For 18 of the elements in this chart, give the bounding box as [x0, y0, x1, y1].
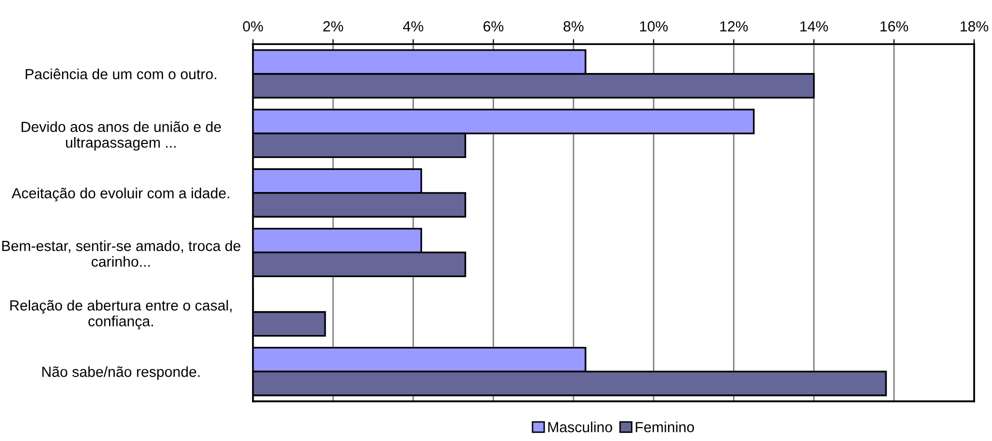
y-tick-label: Relação de abertura entre o casal, confiança.	[10, 300, 232, 330]
x-tick-label: 10%	[640, 21, 668, 32]
x-tick-label: 0%	[242, 21, 263, 32]
x-tick-label: 16%	[880, 21, 908, 32]
x-tick-label: 6%	[484, 21, 504, 32]
y-tick-label: Aceitação do evoluir com a idade.	[12, 188, 230, 202]
y-tick-label: Bem-estar, sentir-se amado, troca de carinho...	[2, 240, 240, 267]
x-tick-label: 4%	[403, 21, 424, 32]
y-tick-label: Não sabe/não responde.	[42, 366, 200, 380]
legend-label: Masculino	[548, 422, 612, 432]
x-tick-label: 18%	[960, 21, 988, 32]
y-tick-label: Paciência de um com o outro.	[26, 68, 216, 80]
x-tick-label: 2%	[323, 21, 344, 32]
legend-label: Feminino	[636, 422, 694, 432]
x-tick-label: 12%	[720, 21, 748, 32]
x-tick-label: 8%	[564, 21, 584, 32]
x-tick-label: 14%	[800, 21, 828, 32]
y-tick-label: Devido aos anos de união e de ultrapassagem ...	[22, 121, 221, 151]
